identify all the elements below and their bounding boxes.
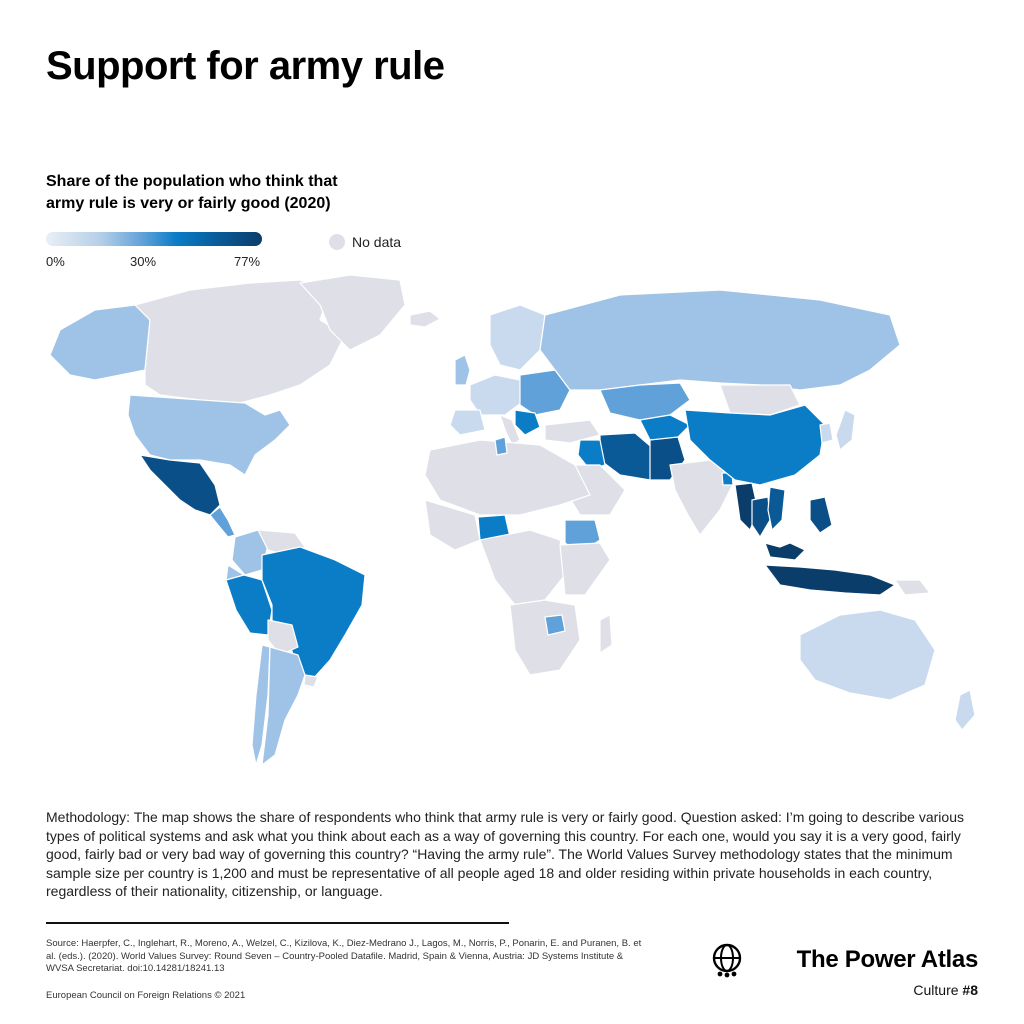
region-greenland — [299, 275, 406, 351]
region-usa — [127, 394, 291, 476]
source-citation: Source: Haerpfer, C., Inglehart, R., Mor… — [46, 938, 642, 974]
region-uruguay — [303, 674, 319, 688]
region-bolivia — [267, 619, 299, 656]
region-new-zealand — [954, 689, 976, 731]
region-iceland — [409, 310, 441, 328]
region-canada — [134, 279, 346, 404]
region-japan — [835, 409, 856, 451]
region-australia — [799, 609, 936, 701]
region-alaska — [49, 304, 151, 381]
region-balkans — [514, 409, 541, 436]
region-north-africa — [424, 439, 591, 516]
region-central-africa — [479, 529, 566, 606]
region-russia — [539, 289, 901, 391]
brand-tag-prefix: Culture — [913, 982, 963, 998]
region-east-africa — [559, 542, 611, 596]
region-indonesia — [764, 564, 896, 596]
region-tunisia — [494, 436, 508, 456]
legend-min-label: 0% — [46, 254, 65, 269]
region-argentina — [261, 646, 306, 766]
world-map — [49, 275, 976, 766]
region-turkey — [544, 419, 601, 444]
brand-tag: Culture #8 — [913, 982, 978, 998]
region-kazakhstan — [599, 382, 691, 421]
methodology-text: Methodology: The map shows the share of … — [46, 809, 964, 900]
region-iberia — [449, 409, 486, 436]
legend-mid-label: 30% — [130, 254, 157, 269]
region-zimbabwe — [544, 614, 566, 636]
legend-max-label: 77% — [234, 254, 261, 269]
region-uk — [454, 354, 471, 386]
region-west-africa — [424, 499, 481, 551]
no-data-label: No data — [352, 234, 402, 250]
brand-block: The Power Atlas Culture #8 — [688, 940, 978, 1004]
no-data-swatch — [329, 234, 345, 250]
region-papua — [894, 579, 931, 596]
region-china — [684, 404, 826, 486]
region-southern-africa — [509, 599, 581, 676]
region-mexico — [139, 454, 221, 516]
map-subtitle: Share of the population who think that a… — [46, 173, 338, 212]
region-brazil — [261, 546, 366, 681]
copyright: European Council on Foreign Relations © … — [46, 990, 246, 1001]
page-title: Support for army rule — [46, 44, 445, 88]
region-scandinavia — [489, 304, 546, 371]
region-vietnam — [767, 486, 786, 531]
region-central-asia — [639, 414, 691, 441]
region-thailand — [751, 496, 771, 538]
region-mongolia — [719, 384, 801, 416]
region-central-america — [209, 506, 236, 538]
region-western-europe — [469, 374, 526, 416]
region-malaysia — [764, 542, 806, 561]
region-korea — [819, 422, 834, 444]
globe-people-icon — [712, 943, 742, 978]
region-madagascar — [599, 614, 613, 654]
legend-color-scale — [46, 232, 262, 246]
brand-tag-number: #8 — [962, 982, 978, 998]
brand-name: The Power Atlas — [796, 946, 979, 973]
region-philippines — [809, 496, 833, 534]
divider — [46, 922, 509, 924]
legend: 0% 30% 77% No data — [46, 232, 406, 272]
